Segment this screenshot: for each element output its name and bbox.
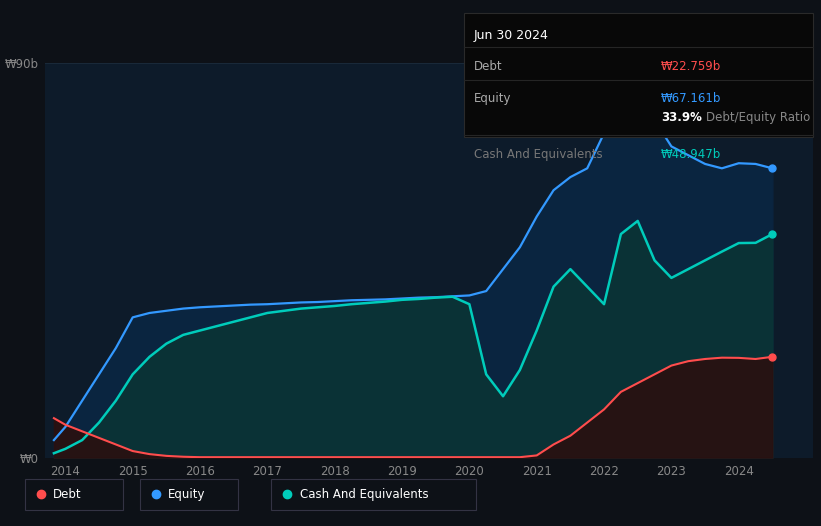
Text: Debt/Equity Ratio: Debt/Equity Ratio [706, 112, 810, 124]
Text: Jun 30 2024: Jun 30 2024 [474, 29, 548, 42]
FancyBboxPatch shape [25, 479, 123, 510]
Text: ₩22.759b: ₩22.759b [661, 60, 721, 73]
Text: Debt: Debt [474, 60, 502, 73]
Text: Cash And Equivalents: Cash And Equivalents [474, 148, 603, 160]
Text: Equity: Equity [168, 488, 206, 501]
Text: ₩67.161b: ₩67.161b [661, 93, 722, 105]
Text: Debt: Debt [53, 488, 82, 501]
FancyBboxPatch shape [271, 479, 476, 510]
Text: Cash And Equivalents: Cash And Equivalents [300, 488, 429, 501]
Text: ₩48.947b: ₩48.947b [661, 148, 721, 160]
Text: Equity: Equity [474, 93, 511, 105]
FancyBboxPatch shape [140, 479, 238, 510]
Text: 33.9%: 33.9% [661, 112, 702, 124]
